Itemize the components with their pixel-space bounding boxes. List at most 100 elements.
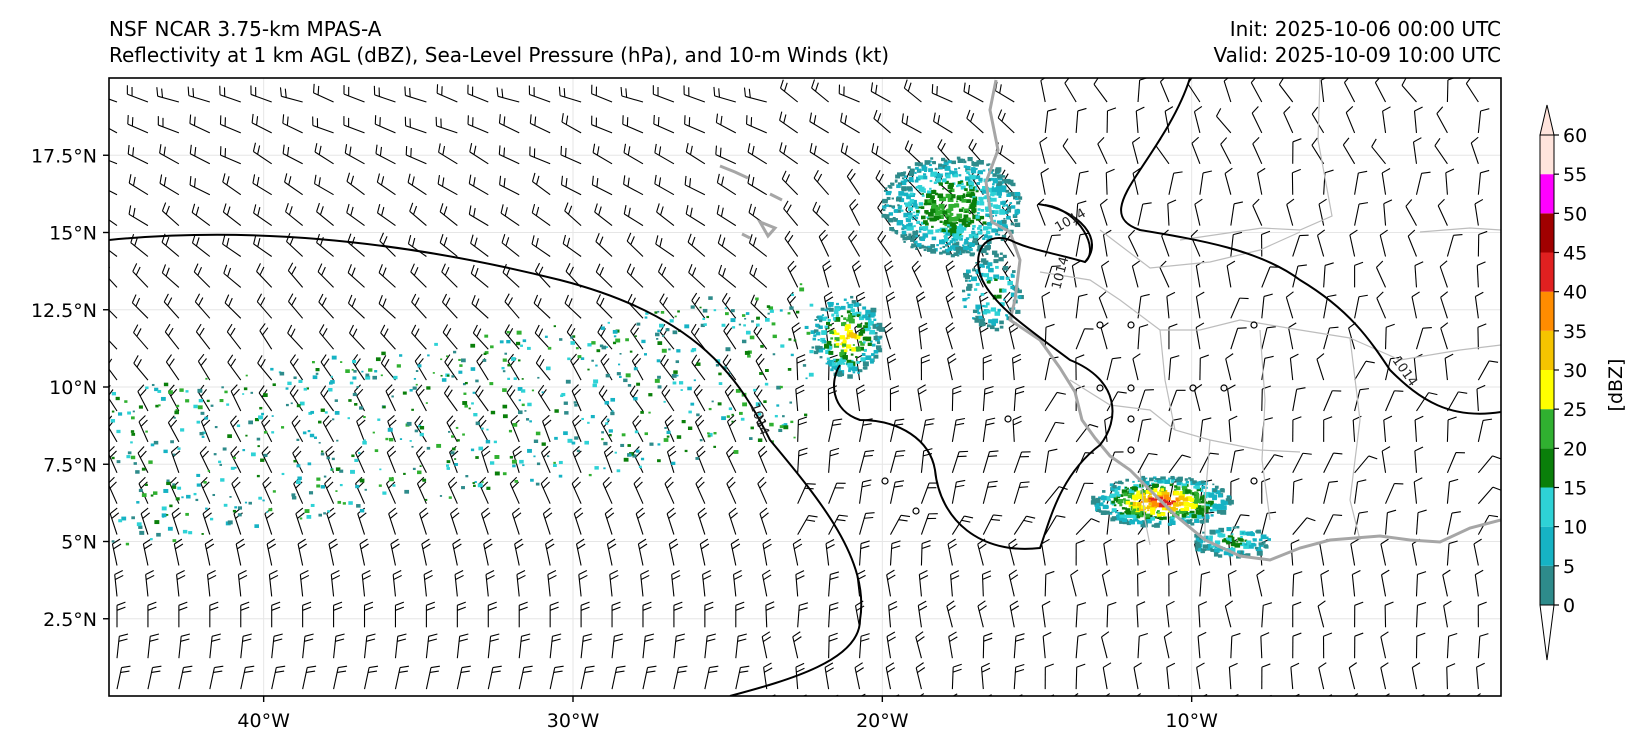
wind-barb (888, 600, 898, 628)
wind-barb (1250, 78, 1263, 103)
echo-cell (848, 369, 851, 373)
wind-barb (1345, 105, 1356, 134)
echo-cell (888, 219, 893, 223)
wind-barb (1261, 326, 1276, 350)
echo-cell (605, 373, 611, 378)
echo-cell (308, 411, 313, 415)
echo-cell (570, 341, 576, 345)
wind-barb (159, 144, 180, 165)
echo-cell (350, 469, 355, 474)
echo-cell (483, 352, 487, 355)
colorbar-tick-label: 30 (1563, 360, 1587, 382)
wind-barb (222, 173, 242, 196)
wind-barb (1075, 602, 1087, 628)
echo-cell (922, 245, 926, 249)
echo-cell (477, 483, 483, 488)
echo-cell (997, 233, 1001, 236)
wind-barb (642, 665, 657, 690)
echo-cell (996, 294, 1002, 299)
echo-cell (1178, 495, 1185, 501)
echo-cell (1119, 519, 1124, 524)
wind-barb (982, 417, 996, 442)
wind-barb (1290, 662, 1300, 690)
echo-cell (207, 469, 211, 472)
echo-cell (772, 353, 776, 356)
echo-cell (318, 513, 323, 517)
wind-barb (666, 445, 677, 473)
echo-cell (846, 310, 851, 314)
echo-cell (916, 213, 920, 217)
echo-cell (175, 409, 179, 412)
wind-barb (161, 202, 180, 227)
wind-barb (1135, 106, 1145, 133)
echo-cell (1138, 507, 1144, 511)
echo-cell (944, 159, 948, 163)
echo-cell (906, 195, 911, 200)
wind-barb (514, 538, 524, 566)
echo-cell (220, 478, 225, 482)
echo-cell (1224, 539, 1227, 542)
wind-barb (394, 601, 405, 628)
echo-cell (615, 329, 620, 333)
calm-marker (1096, 321, 1104, 329)
echo-cell (693, 379, 696, 382)
echo-cell (972, 236, 978, 241)
wind-barb (510, 414, 520, 443)
wind-barb (1385, 482, 1404, 504)
wind-barb (918, 322, 928, 350)
echo-cell (454, 463, 458, 466)
echo-cell (320, 408, 325, 412)
wind-barb (137, 384, 149, 412)
echo-cell (1104, 505, 1109, 509)
wind-barb (1442, 569, 1451, 597)
echo-cell (351, 454, 355, 458)
wind-barb (859, 512, 875, 535)
wind-barb (748, 234, 768, 257)
echo-cell (965, 297, 968, 300)
wind-barb (346, 203, 365, 227)
echo-cell (115, 396, 120, 401)
wind-barb (702, 569, 712, 597)
wind-barb (194, 293, 211, 319)
colorbar-tick-label: 35 (1563, 321, 1587, 343)
wind-barb (472, 324, 489, 350)
echo-cell (918, 168, 922, 172)
wind-barb (534, 324, 551, 350)
colorbar-tick-label: 60 (1563, 125, 1587, 147)
echo-cell (888, 212, 893, 216)
echo-cell (846, 301, 849, 304)
echo-cell (136, 522, 142, 527)
echo-cell (972, 268, 976, 272)
wind-barb (443, 385, 458, 412)
echo-cell (243, 387, 248, 391)
echo-cell (901, 230, 907, 235)
echo-cell (161, 506, 167, 511)
echo-cell (997, 174, 1003, 179)
wind-barb (994, 81, 1015, 103)
echo-cell (888, 204, 892, 208)
echo-cell (1157, 515, 1162, 519)
wind-barb (259, 323, 273, 350)
echo-cell (772, 334, 777, 339)
echo-cell (138, 405, 143, 409)
isobar-1014-inner (1044, 204, 1091, 263)
echo-cell (687, 426, 693, 430)
wind-barb (347, 294, 365, 319)
wind-barb (1099, 198, 1108, 226)
echo-cell (219, 463, 223, 466)
wind-barb (374, 115, 396, 134)
echo-cell (799, 287, 805, 292)
echo-cell (832, 358, 836, 361)
echo-cell (132, 410, 135, 413)
echo-cell (1114, 488, 1118, 492)
wind-barb (1062, 138, 1077, 165)
echo-cell (975, 167, 978, 170)
echo-cell (850, 305, 854, 308)
echo-cell (854, 334, 861, 340)
echo-cell (1007, 280, 1013, 286)
echo-cell (1125, 500, 1131, 505)
wind-barb (442, 324, 458, 350)
echo-cell (668, 348, 671, 351)
echo-cell (979, 215, 985, 220)
wind-barb (931, 84, 953, 103)
